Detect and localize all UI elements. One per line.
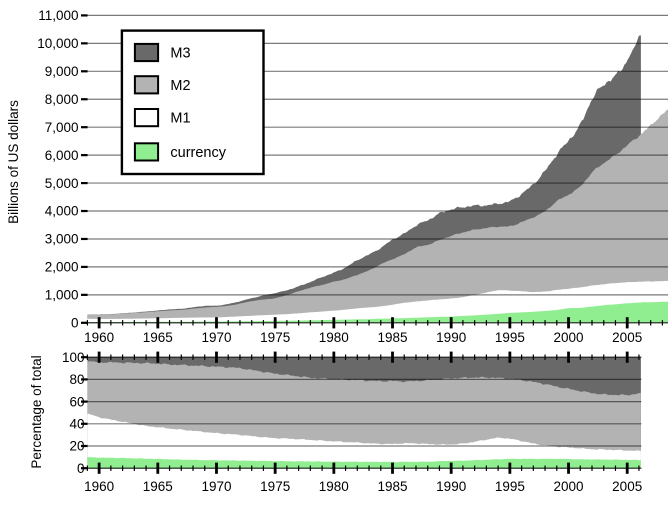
svg-text:1980: 1980 — [319, 479, 349, 494]
svg-text:7,000: 7,000 — [45, 120, 79, 135]
svg-text:1995: 1995 — [495, 330, 525, 345]
svg-text:5,000: 5,000 — [45, 176, 79, 191]
svg-text:1995: 1995 — [495, 479, 525, 494]
svg-text:1990: 1990 — [436, 330, 466, 345]
svg-text:9,000: 9,000 — [45, 64, 79, 79]
svg-text:1985: 1985 — [377, 330, 407, 345]
svg-text:10,000: 10,000 — [37, 36, 78, 51]
svg-text:1990: 1990 — [436, 479, 466, 494]
svg-text:40: 40 — [69, 417, 84, 432]
svg-text:80: 80 — [69, 372, 84, 387]
svg-text:1985: 1985 — [377, 479, 407, 494]
svg-text:11,000: 11,000 — [38, 8, 78, 23]
svg-text:60: 60 — [69, 394, 84, 409]
svg-text:2000: 2000 — [553, 479, 583, 494]
svg-text:2005: 2005 — [612, 330, 642, 345]
svg-text:2,000: 2,000 — [45, 260, 79, 275]
svg-text:M3: M3 — [170, 46, 190, 62]
svg-text:6,000: 6,000 — [45, 148, 79, 163]
svg-text:1970: 1970 — [201, 479, 231, 494]
svg-text:M1: M1 — [170, 111, 190, 127]
svg-text:1960: 1960 — [84, 330, 114, 345]
svg-text:M2: M2 — [170, 78, 190, 94]
svg-text:100: 100 — [62, 350, 85, 365]
svg-text:1980: 1980 — [319, 330, 349, 345]
svg-text:2000: 2000 — [553, 330, 583, 345]
svg-text:2005: 2005 — [612, 479, 642, 494]
svg-text:4,000: 4,000 — [45, 204, 79, 219]
svg-text:3,000: 3,000 — [45, 232, 79, 247]
svg-text:1960: 1960 — [84, 479, 114, 494]
svg-text:currency: currency — [170, 145, 226, 161]
svg-text:1975: 1975 — [260, 479, 290, 494]
svg-text:Billions of US dollars: Billions of US dollars — [6, 100, 21, 224]
svg-text:8,000: 8,000 — [45, 92, 79, 107]
svg-text:1965: 1965 — [143, 330, 173, 345]
svg-text:0: 0 — [71, 316, 79, 331]
svg-text:20: 20 — [69, 439, 84, 454]
svg-text:1,000: 1,000 — [45, 288, 79, 303]
svg-text:Percentage of total: Percentage of total — [29, 355, 44, 468]
svg-text:0: 0 — [77, 461, 85, 476]
svg-text:1965: 1965 — [143, 479, 173, 494]
svg-text:1975: 1975 — [260, 330, 290, 345]
svg-text:1970: 1970 — [201, 330, 231, 345]
